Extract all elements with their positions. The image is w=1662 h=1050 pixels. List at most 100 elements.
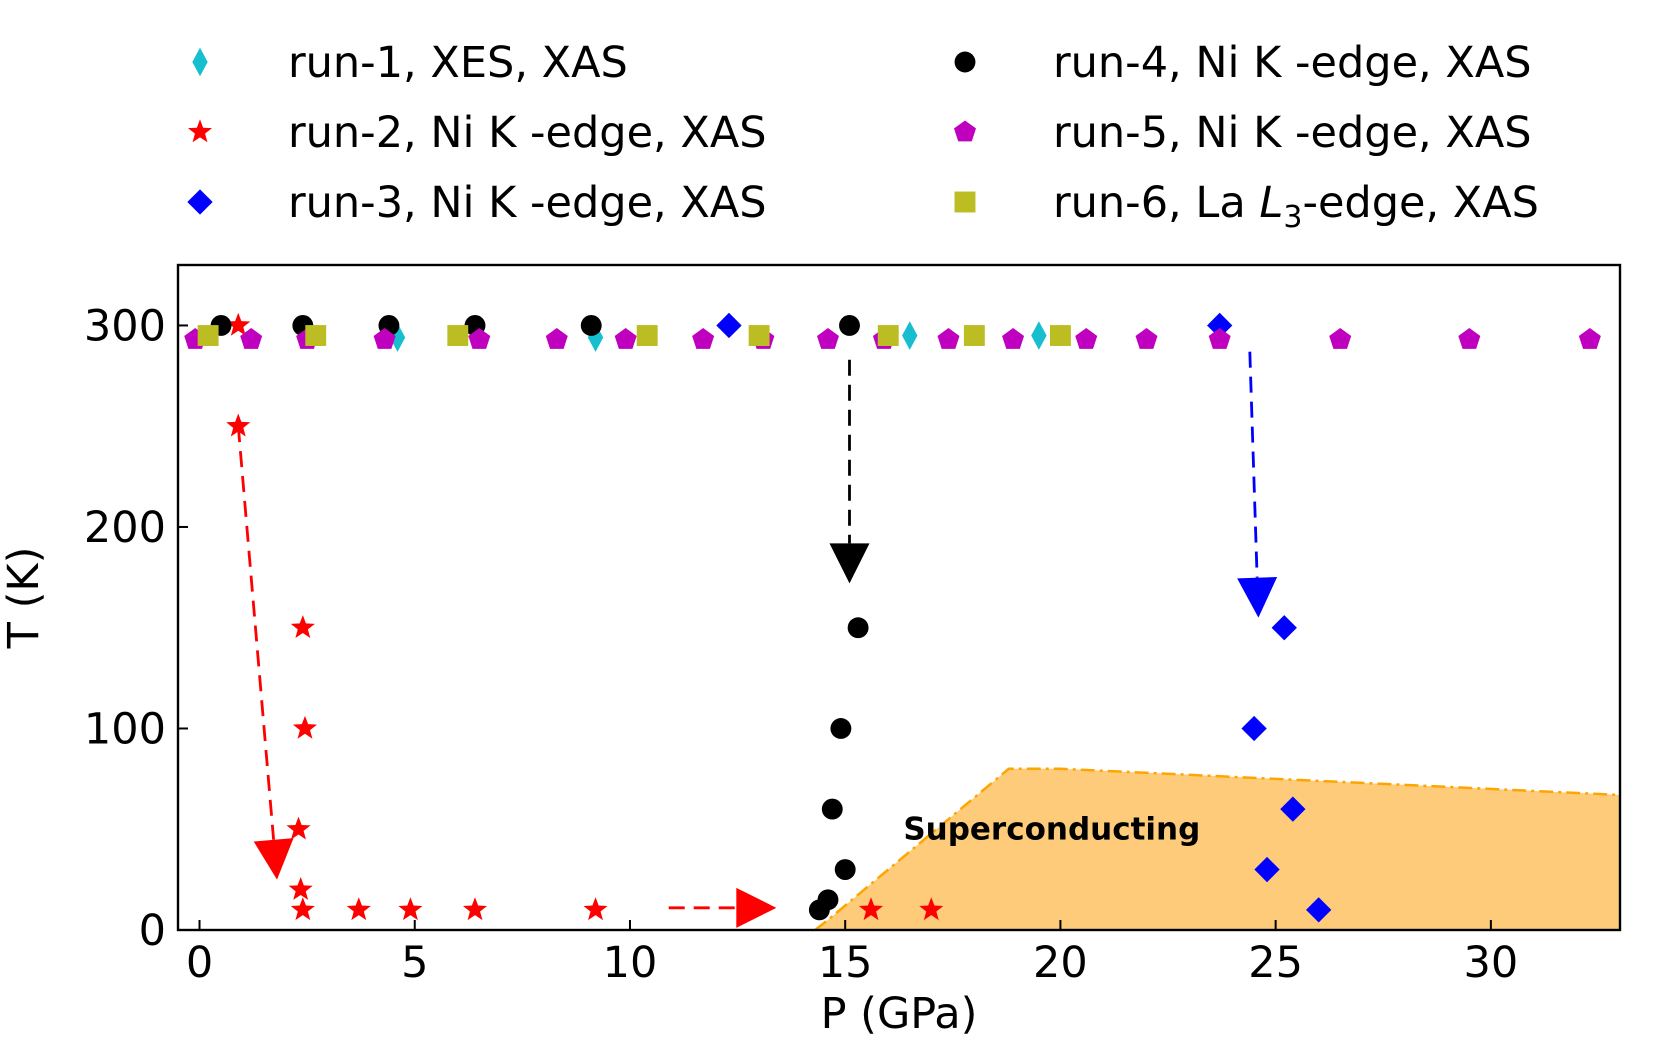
run-5-point-13	[1002, 328, 1025, 349]
run-3-point-2	[1207, 312, 1233, 339]
arrow-3-head	[829, 543, 870, 584]
run-5-point-2	[240, 328, 263, 349]
run-2-point-10	[462, 897, 488, 921]
run-5-point-12	[937, 328, 960, 349]
series-run-3	[716, 312, 1332, 923]
run-5-point-16	[1208, 328, 1231, 349]
run-6-point-6	[877, 325, 899, 346]
run-3-point-4	[1241, 715, 1267, 742]
arrow-4-head	[1237, 577, 1278, 618]
run-5-point-14	[1075, 328, 1098, 349]
run-2-point-7	[290, 897, 315, 921]
legend-marker-run-1	[192, 47, 208, 77]
legend-entry-run-1: run-1, XES, XAS	[192, 38, 628, 88]
x-tick-label: 15	[818, 938, 873, 988]
run-2-point-8	[346, 897, 371, 921]
run-6-point-5	[748, 325, 770, 346]
y-tick-label: 0	[139, 906, 166, 956]
x-tick-label: 25	[1248, 938, 1303, 988]
data-marker-layer	[184, 312, 1601, 923]
run-5-point-5	[468, 328, 491, 349]
run-5-point-6	[545, 328, 568, 349]
legend-entry-run-3: run-3, Ni K -edge, XAS	[187, 178, 767, 228]
run-6-point-1	[197, 325, 219, 346]
run-4-point-10	[834, 859, 856, 880]
superconducting-region-layer	[814, 767, 1620, 930]
legend-label-run-4: run-4, Ni K -edge, XAS	[1053, 38, 1532, 88]
legend-entry-run-5: run-5, Ni K -edge, XAS	[954, 108, 1532, 158]
run-2-point-11	[583, 897, 608, 921]
legend-label-run-2: run-2, Ni K -edge, XAS	[288, 108, 767, 158]
y-tick-label: 300	[84, 301, 166, 351]
legend-entry-run-4: run-4, Ni K -edge, XAS	[954, 38, 1532, 88]
run-5-point-15	[1135, 328, 1158, 349]
legend-label-run-5: run-5, Ni K -edge, XAS	[1053, 108, 1532, 158]
run-3-point-6	[1254, 856, 1280, 883]
plot-frame	[176, 263, 1622, 932]
arrow-1-shaft	[236, 426, 275, 840]
run-5-point-8	[692, 328, 715, 349]
x-tick-label: 20	[1033, 938, 1088, 988]
superconducting-region	[815, 768, 1620, 930]
run-2-point-3	[290, 615, 315, 638]
region-label-superconducting: Superconducting	[903, 811, 1200, 847]
legend-marker-run-2	[187, 119, 213, 143]
arrow-4	[1237, 351, 1278, 618]
legend: run-1, XES, XAS run-2, Ni K -edge, XAS run…	[187, 38, 1539, 235]
run-2-point-5	[286, 816, 311, 840]
run-2-point-6	[288, 877, 313, 900]
run-1-point-4	[1031, 321, 1047, 350]
legend-label-run-1: run-1, XES, XAS	[288, 38, 628, 88]
run-6-point-8	[1049, 325, 1071, 346]
run-5-point-19	[1578, 328, 1601, 349]
run-4-point-6	[839, 315, 860, 336]
run-6-point-7	[963, 325, 985, 346]
run-2-point-1	[226, 312, 251, 336]
arrow-4-shaft	[1248, 351, 1259, 578]
run-1-point-3	[902, 321, 918, 350]
run-2-point-12	[858, 897, 884, 921]
x-tick-label: 30	[1464, 938, 1519, 988]
run-4-point-9	[821, 798, 843, 820]
series-run-2	[226, 312, 944, 921]
x-tick-label: 0	[186, 938, 213, 988]
y-axis-label: T (K)	[0, 547, 49, 650]
arrow-layer	[236, 351, 1278, 928]
superconducting-boundary-line	[814, 767, 1620, 930]
series-run-4	[210, 315, 869, 921]
run-5-point-17	[1329, 328, 1352, 349]
run-6-point-2	[305, 325, 327, 346]
y-tick-label: 200	[84, 503, 166, 553]
run-2-point-9	[398, 897, 423, 921]
x-tick-label: 5	[401, 938, 428, 988]
run-4-point-5	[580, 315, 602, 336]
x-axis-label: P (GPa)	[821, 989, 978, 1039]
run-2-point-13	[919, 897, 944, 921]
arrow-1-head	[253, 838, 294, 880]
run-6-point-4	[636, 325, 658, 346]
run-5-point-7	[614, 328, 637, 349]
arrow-3	[829, 359, 870, 584]
run-3-point-5	[1280, 796, 1306, 822]
run-2-point-4	[292, 715, 318, 739]
arrow-2	[668, 887, 777, 928]
run-3-point-3	[1271, 615, 1297, 641]
legend-marker-run-6	[954, 191, 976, 213]
legend-marker-run-5	[954, 120, 976, 142]
run-2-point-2	[226, 413, 251, 437]
legend-label-run-3: run-3, Ni K -edge, XAS	[288, 178, 767, 228]
legend-marker-run-4	[954, 51, 976, 73]
y-tick-label: 100	[84, 704, 166, 754]
legend-marker-run-3	[187, 189, 213, 215]
run-4-point-8	[830, 718, 852, 739]
series-run-6	[197, 325, 1071, 346]
run-3-point-7	[1306, 897, 1332, 923]
run-3-point-1	[716, 312, 742, 339]
x-tick-label: 10	[603, 938, 658, 988]
run-5-point-4	[373, 328, 396, 349]
arrow-2-head	[736, 887, 777, 928]
run-6-point-3	[447, 325, 469, 346]
legend-entry-run-6: run-6, La L3-edge, XAS	[954, 178, 1539, 235]
